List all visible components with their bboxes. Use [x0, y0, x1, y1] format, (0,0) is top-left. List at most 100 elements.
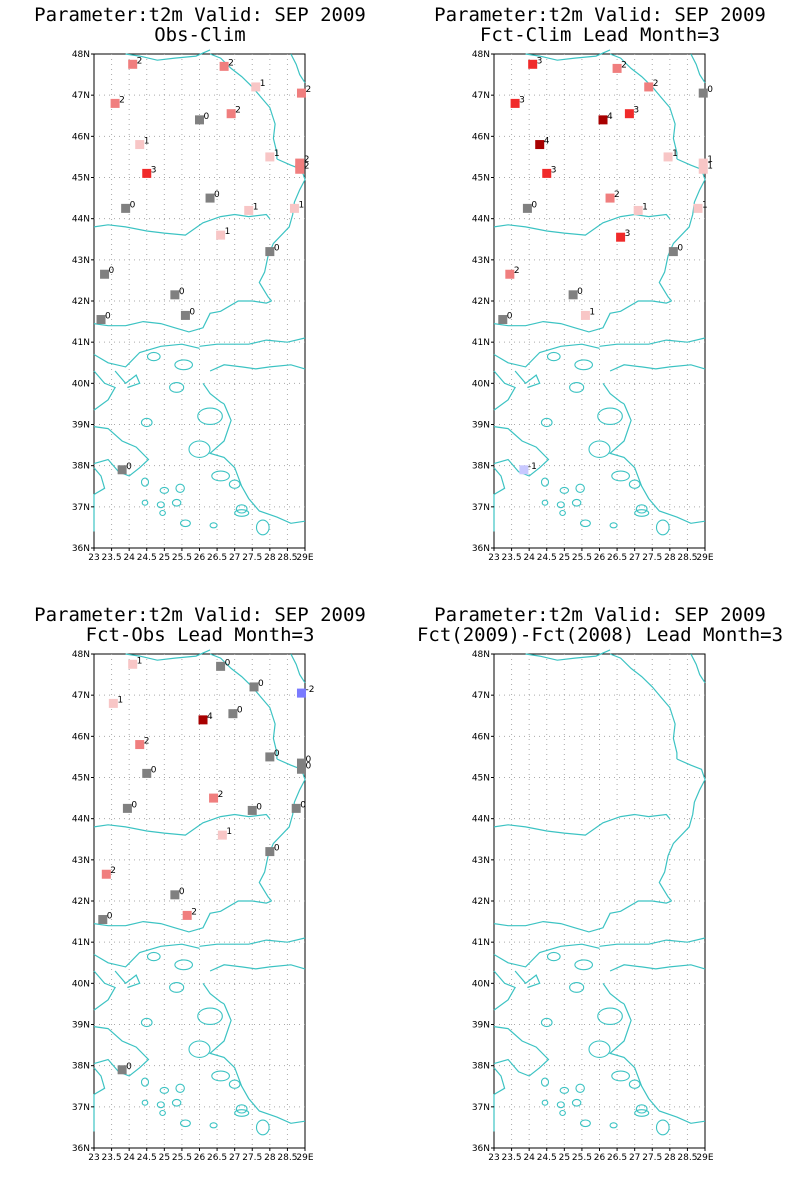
y-tick-label: 39N: [472, 1021, 490, 1031]
station-value-label: 0: [179, 887, 185, 897]
x-tick-label: 27: [629, 553, 640, 563]
x-tick-label: 24.5: [137, 553, 157, 563]
station-marker: [693, 203, 703, 213]
island: [575, 483, 585, 493]
station-value-label: 0: [237, 706, 243, 716]
island: [188, 440, 211, 458]
coastline-layer: [93, 649, 306, 1136]
station-marker: [528, 59, 538, 69]
panel-subtitle: Fct(2009)-Fct(2008) Lead Month=3: [416, 624, 784, 646]
island: [235, 1104, 248, 1114]
island: [559, 509, 566, 517]
station-marker: [535, 140, 545, 150]
x-tick-label: 24: [523, 553, 535, 563]
coastline: [525, 49, 611, 61]
y-tick-label: 37N: [472, 503, 490, 513]
map-panel-fct-obs: Parameter:t2m Valid: SEP 2009 Fct-Obs Le…: [0, 600, 400, 1200]
x-tick-label: 24: [523, 1153, 535, 1163]
station-value-label: 3: [519, 95, 525, 105]
y-tick-label: 46N: [72, 132, 90, 142]
station-value-label: 1: [144, 137, 150, 147]
island: [540, 1077, 550, 1087]
island: [228, 479, 241, 489]
island: [169, 982, 185, 993]
station-marker: [251, 82, 261, 92]
x-tick-label: 23: [488, 553, 499, 563]
y-tick-label: 38N: [472, 462, 490, 472]
y-tick-label: 44N: [72, 815, 90, 825]
island: [209, 1122, 218, 1129]
station-marker: [117, 1065, 127, 1075]
y-tick-label: 45N: [72, 174, 90, 184]
x-tick-label: 27.5: [642, 553, 662, 563]
station-value-label: 2: [304, 161, 310, 171]
station-value-label: 2: [305, 85, 311, 95]
x-tick-label: 23.5: [102, 1153, 122, 1163]
island: [197, 1007, 223, 1026]
island: [655, 519, 670, 536]
station-marker: [101, 869, 111, 879]
coastline: [493, 343, 600, 368]
station-value-label: 3: [625, 229, 631, 239]
panel-title: Parameter:t2m Valid: SEP 2009: [434, 604, 766, 626]
y-tick-label: 37N: [72, 1103, 90, 1113]
coastline: [493, 213, 671, 236]
station-marker: [265, 152, 275, 162]
island: [540, 477, 550, 487]
station-value-label: 4: [607, 112, 613, 122]
x-tick-label: 23.5: [502, 1153, 522, 1163]
y-tick-label: 48N: [72, 650, 90, 660]
coastline: [493, 1026, 550, 1077]
island: [175, 1083, 185, 1093]
x-tick-label: 27.5: [242, 553, 262, 563]
station-value-label: 0: [258, 679, 264, 689]
station-marker: [295, 158, 305, 168]
station-marker: [668, 247, 678, 257]
island: [255, 1119, 270, 1136]
x-tick-label: 28.5: [277, 553, 297, 563]
island: [211, 470, 230, 482]
island: [635, 1104, 648, 1114]
station-value-label: 0: [126, 1062, 132, 1072]
island: [140, 477, 150, 487]
y-tick-label: 47N: [72, 691, 90, 701]
station-marker: [265, 752, 275, 762]
y-tick-label: 47N: [472, 691, 490, 701]
station-marker: [142, 168, 152, 178]
x-tick-label: 29E: [696, 553, 713, 563]
station-value-label: 0: [225, 658, 231, 668]
y-tick-label: 39N: [72, 1021, 90, 1031]
island: [569, 982, 585, 993]
island: [234, 509, 250, 517]
station-marker: [226, 109, 236, 119]
coastline: [93, 370, 116, 411]
station-value-label: 2: [621, 60, 627, 70]
map-panel-fct-clim: Parameter:t2m Valid: SEP 2009 Fct-Clim L…: [400, 0, 800, 600]
station-value-label: 0: [151, 765, 157, 775]
island: [609, 1122, 618, 1129]
island: [159, 1109, 166, 1117]
island: [140, 1077, 150, 1087]
station-value-label: 2: [191, 907, 197, 917]
x-tick-label: 26: [594, 553, 606, 563]
x-tick-label: 27: [229, 1153, 240, 1163]
station-marker: [542, 168, 552, 178]
coastline-layer: [493, 649, 706, 1136]
station-value-label: 2: [228, 58, 234, 68]
island: [588, 440, 611, 458]
y-tick-label: 46N: [472, 732, 490, 742]
x-tick-label: 26: [594, 1153, 606, 1163]
station-marker: [216, 230, 226, 240]
station-value-label: -2: [305, 685, 314, 695]
y-tick-label: 41N: [72, 938, 90, 948]
station-marker: [605, 193, 615, 203]
coastline: [493, 900, 672, 933]
coastline: [290, 53, 306, 84]
station-marker: [616, 232, 626, 242]
x-tick-label: 24.5: [137, 1153, 157, 1163]
coastline: [690, 53, 706, 84]
station-value-label: 1: [298, 200, 304, 210]
island: [540, 1017, 553, 1028]
island: [156, 1101, 165, 1109]
station-marker: [135, 140, 145, 150]
